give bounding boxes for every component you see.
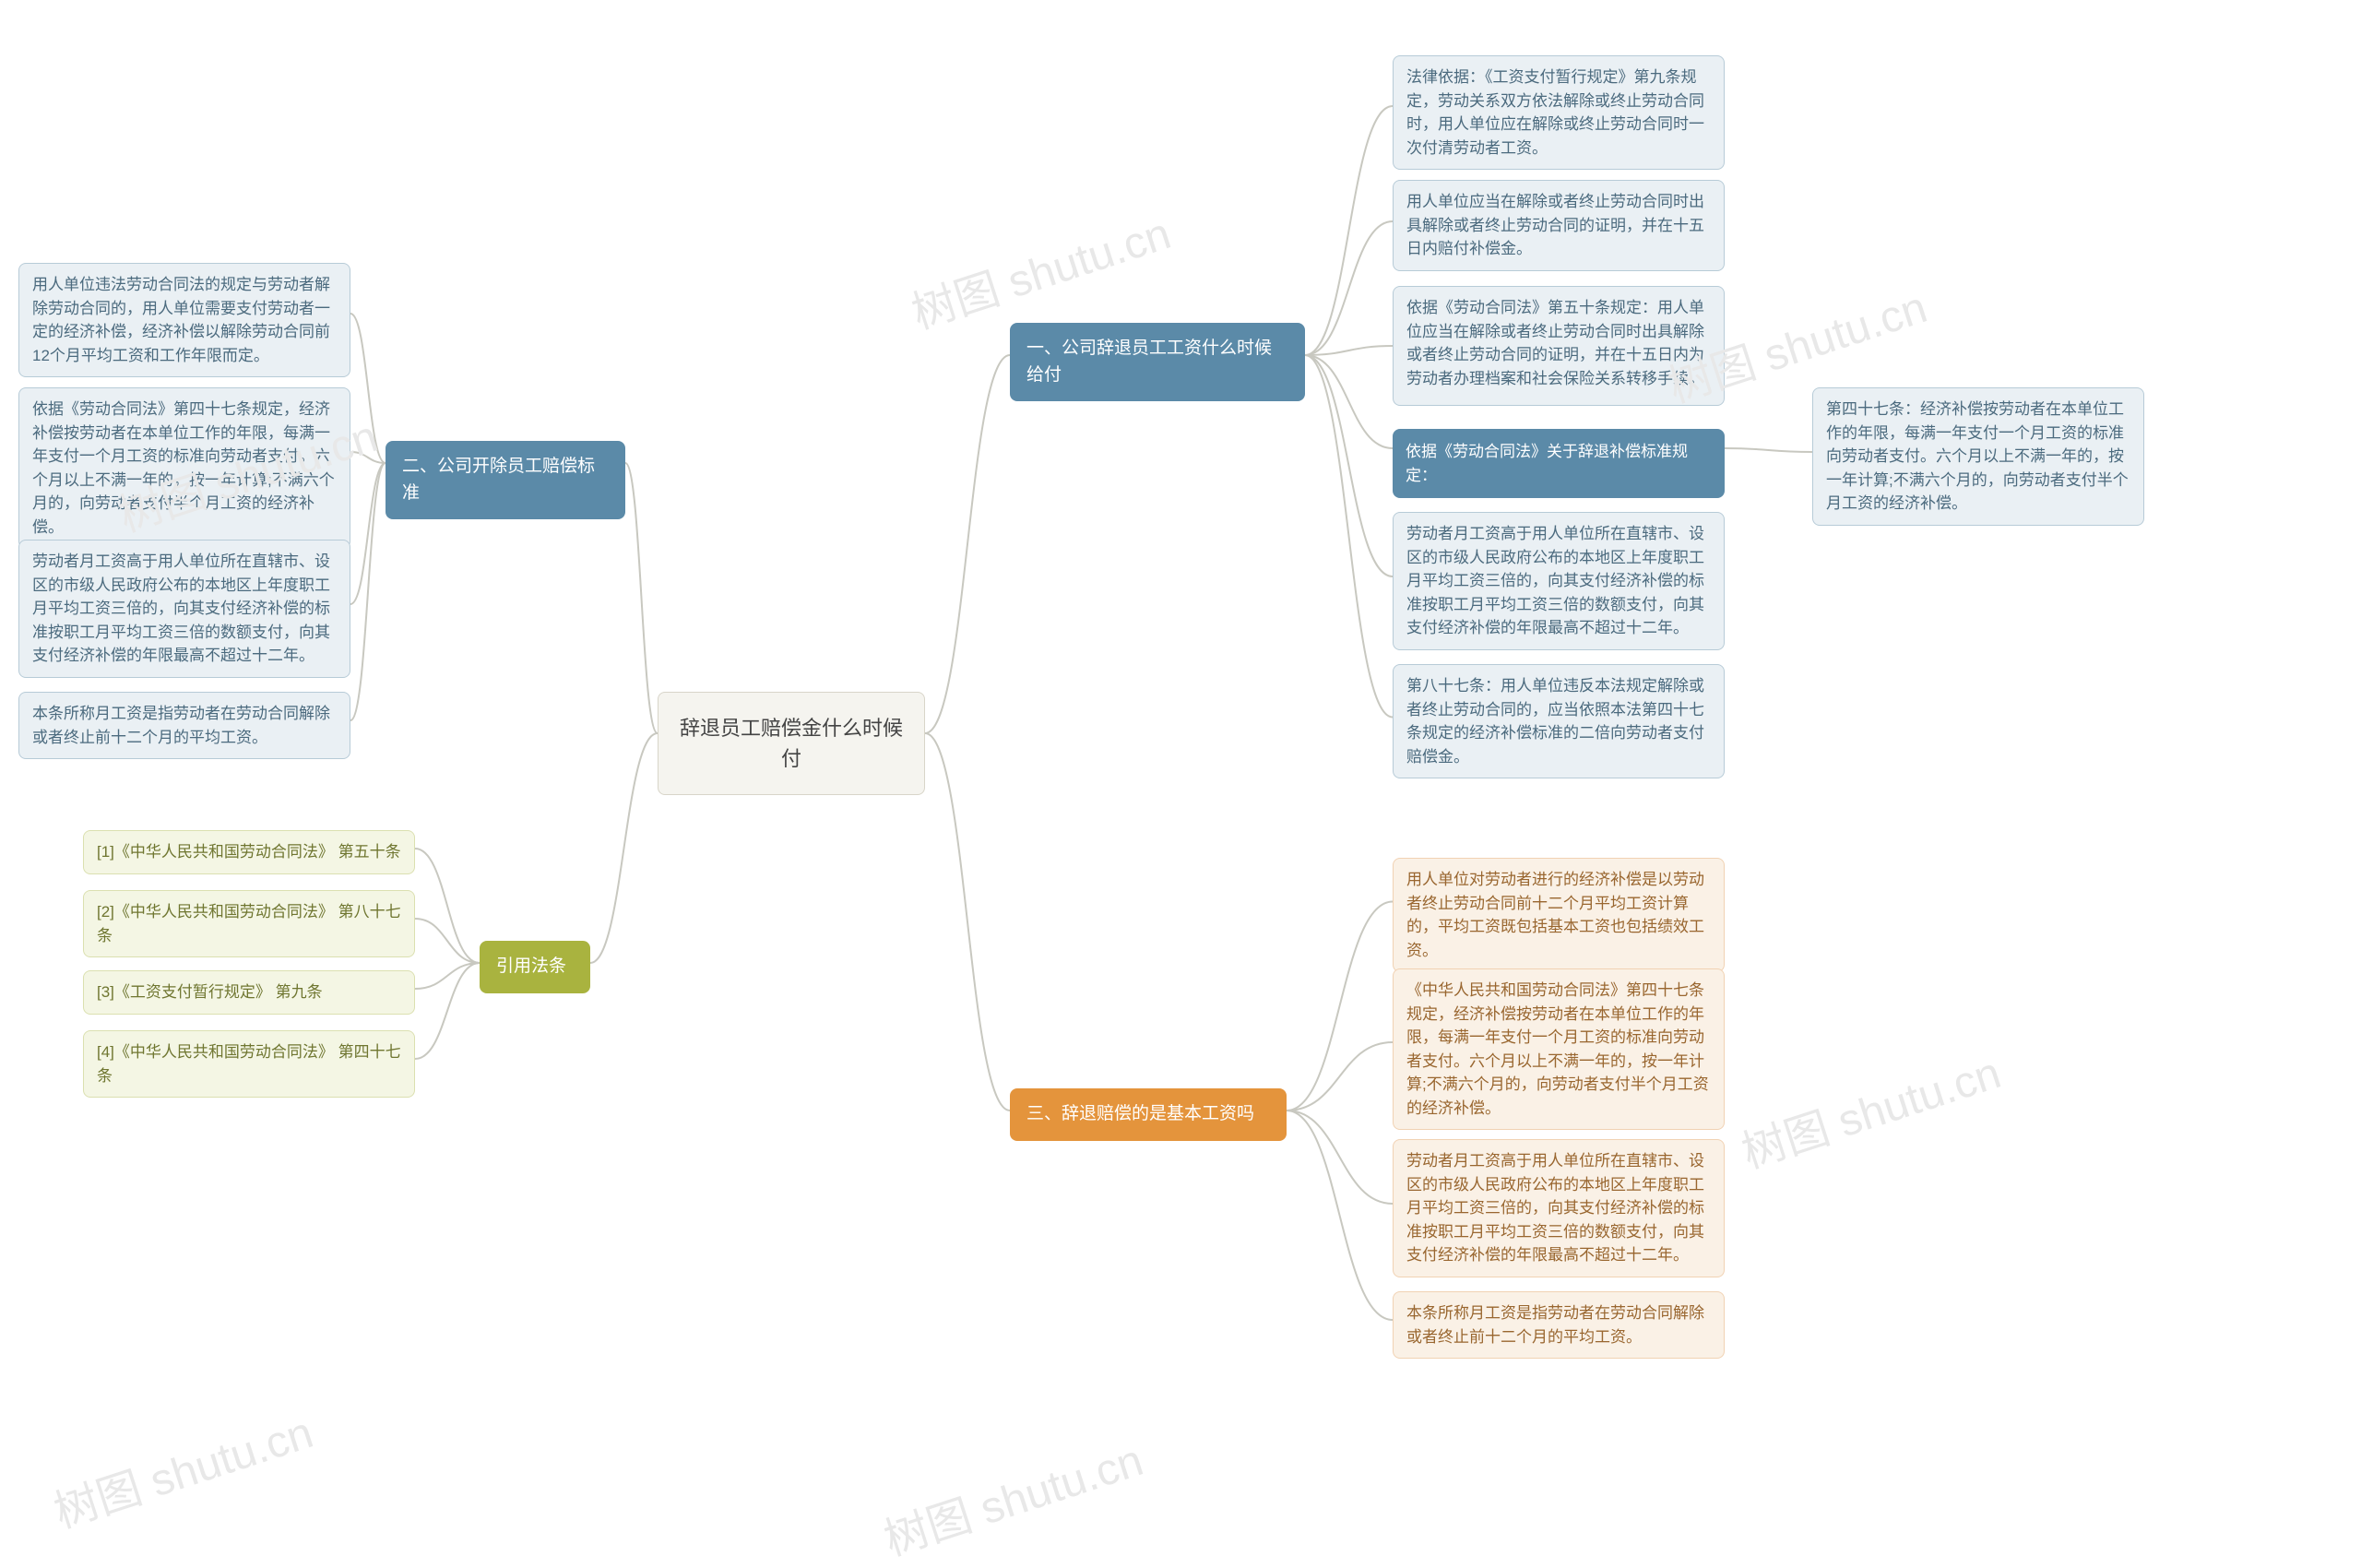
branch-b4: 引用法条 bbox=[480, 941, 590, 993]
branch-b2: 二、公司开除员工赔偿标准 bbox=[386, 441, 625, 519]
leaf-b4-3: [4]《中华人民共和国劳动合同法》 第四十七条 bbox=[83, 1030, 415, 1098]
leaf-b1-3-0: 第四十七条：经济补偿按劳动者在本单位工作的年限，每满一年支付一个月工资的标准向劳… bbox=[1812, 387, 2144, 526]
branch-b1: 一、公司辞退员工工资什么时候给付 bbox=[1010, 323, 1305, 401]
leaf-b1-2: 依据《劳动合同法》第五十条规定：用人单位应当在解除或者终止劳动合同时出具解除或者… bbox=[1393, 286, 1725, 406]
watermark: 树图 shutu.cn bbox=[902, 197, 1177, 341]
leaf-b2-0: 用人单位违法劳动合同法的规定与劳动者解除劳动合同的，用人单位需要支付劳动者一定的… bbox=[18, 263, 350, 377]
leaf-b2-2: 劳动者月工资高于用人单位所在直辖市、设区的市级人民政府公布的本地区上年度职工月平… bbox=[18, 540, 350, 678]
branch-b3: 三、辞退赔偿的是基本工资吗 bbox=[1010, 1088, 1287, 1141]
leaf-b3-2: 劳动者月工资高于用人单位所在直辖市、设区的市级人民政府公布的本地区上年度职工月平… bbox=[1393, 1139, 1725, 1277]
leaf-b1-5: 第八十七条：用人单位违反本法规定解除或者终止劳动合同的，应当依照本法第四十七条规… bbox=[1393, 664, 1725, 778]
leaf-b2-1: 依据《劳动合同法》第四十七条规定，经济补偿按劳动者在本单位工作的年限，每满一年支… bbox=[18, 387, 350, 549]
leaf-b1-0: 法律依据：《工资支付暂行规定》第九条规定，劳动关系双方依法解除或终止劳动合同时，… bbox=[1393, 55, 1725, 170]
leaf-b1-4: 劳动者月工资高于用人单位所在直辖市、设区的市级人民政府公布的本地区上年度职工月平… bbox=[1393, 512, 1725, 650]
watermark: 树图 shutu.cn bbox=[874, 1424, 1149, 1568]
leaf-b3-3: 本条所称月工资是指劳动者在劳动合同解除或者终止前十二个月的平均工资。 bbox=[1393, 1291, 1725, 1359]
leaf-b4-0: [1]《中华人民共和国劳动合同法》 第五十条 bbox=[83, 830, 415, 874]
connectors-layer bbox=[0, 0, 2361, 1521]
leaf-b3-0: 用人单位对劳动者进行的经济补偿是以劳动者终止劳动合同前十二个月平均工资计算的，平… bbox=[1393, 858, 1725, 972]
leaf-b2-3: 本条所称月工资是指劳动者在劳动合同解除或者终止前十二个月的平均工资。 bbox=[18, 692, 350, 759]
leaf-b1-1: 用人单位应当在解除或者终止劳动合同时出具解除或者终止劳动合同的证明，并在十五日内… bbox=[1393, 180, 1725, 271]
leaf-b3-1: 《中华人民共和国劳动合同法》第四十七条规定，经济补偿按劳动者在本单位工作的年限，… bbox=[1393, 968, 1725, 1130]
leaf-b1-3: 依据《劳动合同法》关于辞退补偿标准规定： bbox=[1393, 429, 1725, 498]
leaf-b4-1: [2]《中华人民共和国劳动合同法》 第八十七条 bbox=[83, 890, 415, 957]
leaf-b4-2: [3]《工资支付暂行规定》 第九条 bbox=[83, 970, 415, 1015]
watermark: 树图 shutu.cn bbox=[44, 1396, 319, 1540]
root-node: 辞退员工赔偿金什么时候付 bbox=[658, 692, 925, 795]
watermark: 树图 shutu.cn bbox=[1732, 1037, 2007, 1181]
